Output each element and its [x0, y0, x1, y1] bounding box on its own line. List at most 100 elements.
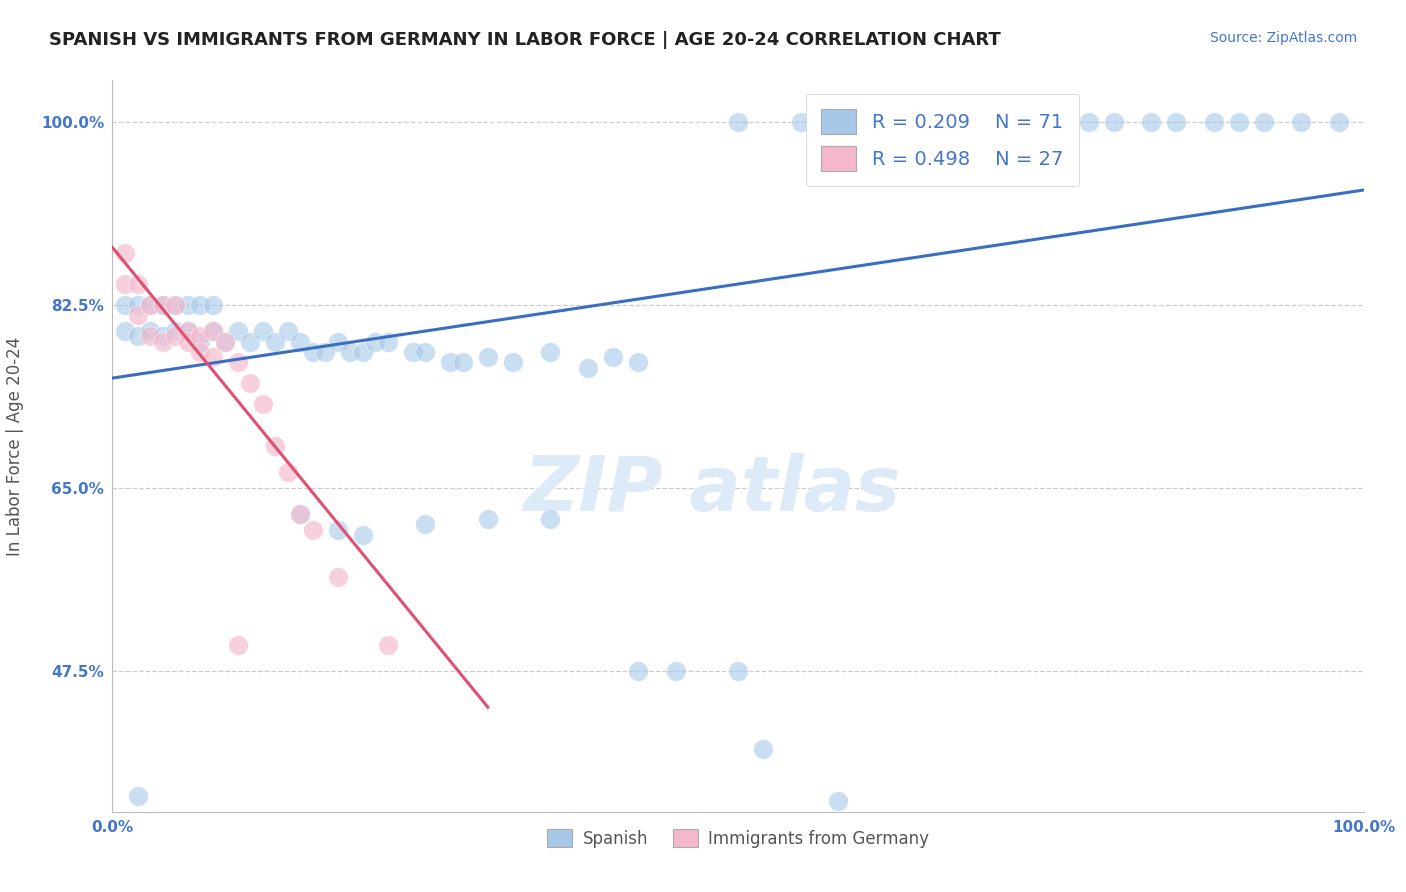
Point: [352, 345, 374, 359]
Point: [139, 329, 162, 343]
Point: [627, 355, 650, 369]
Point: [1002, 115, 1025, 129]
Point: [727, 115, 749, 129]
Point: [188, 345, 211, 359]
Point: [264, 439, 287, 453]
Point: [1253, 115, 1275, 129]
Point: [176, 334, 198, 349]
Point: [1102, 115, 1125, 129]
Point: [477, 512, 499, 526]
Point: [1077, 115, 1099, 129]
Point: [377, 334, 399, 349]
Point: [127, 789, 149, 803]
Point: [188, 329, 211, 343]
Point: [152, 298, 174, 312]
Point: [188, 334, 211, 349]
Point: [163, 298, 186, 312]
Point: [277, 324, 299, 338]
Point: [538, 345, 561, 359]
Point: [127, 329, 149, 343]
Point: [727, 664, 749, 678]
Point: [413, 517, 436, 532]
Y-axis label: In Labor Force | Age 20-24: In Labor Force | Age 20-24: [6, 336, 24, 556]
Point: [226, 638, 249, 652]
Point: [239, 376, 262, 391]
Point: [502, 355, 524, 369]
Point: [114, 298, 136, 312]
Point: [226, 324, 249, 338]
Point: [252, 397, 274, 411]
Point: [413, 345, 436, 359]
Point: [352, 528, 374, 542]
Point: [915, 115, 938, 129]
Point: [152, 334, 174, 349]
Point: [201, 350, 224, 364]
Point: [301, 523, 323, 537]
Point: [952, 115, 974, 129]
Point: [326, 569, 349, 583]
Point: [226, 355, 249, 369]
Point: [214, 334, 236, 349]
Point: [139, 298, 162, 312]
Point: [364, 334, 387, 349]
Point: [114, 245, 136, 260]
Point: [127, 277, 149, 291]
Legend: Spanish, Immigrants from Germany: Spanish, Immigrants from Germany: [541, 822, 935, 855]
Point: [188, 298, 211, 312]
Point: [790, 115, 813, 129]
Point: [163, 298, 186, 312]
Point: [314, 345, 336, 359]
Point: [1039, 115, 1063, 129]
Point: [827, 794, 849, 808]
Point: [326, 523, 349, 537]
Point: [290, 334, 312, 349]
Point: [977, 115, 1000, 129]
Point: [239, 334, 262, 349]
Point: [439, 355, 461, 369]
Point: [576, 360, 599, 375]
Text: SPANISH VS IMMIGRANTS FROM GERMANY IN LABOR FORCE | AGE 20-24 CORRELATION CHART: SPANISH VS IMMIGRANTS FROM GERMANY IN LA…: [49, 31, 1001, 49]
Point: [163, 324, 186, 338]
Point: [1291, 115, 1313, 129]
Point: [139, 298, 162, 312]
Point: [752, 742, 775, 756]
Text: ZIP atlas: ZIP atlas: [524, 453, 901, 527]
Point: [377, 638, 399, 652]
Point: [852, 115, 875, 129]
Point: [326, 334, 349, 349]
Point: [477, 350, 499, 364]
Point: [277, 465, 299, 479]
Point: [451, 355, 474, 369]
Point: [176, 324, 198, 338]
Point: [1327, 115, 1350, 129]
Text: Source: ZipAtlas.com: Source: ZipAtlas.com: [1209, 31, 1357, 45]
Point: [201, 324, 224, 338]
Point: [214, 334, 236, 349]
Point: [1202, 115, 1225, 129]
Point: [252, 324, 274, 338]
Point: [538, 512, 561, 526]
Point: [890, 115, 912, 129]
Point: [139, 324, 162, 338]
Point: [114, 277, 136, 291]
Point: [152, 298, 174, 312]
Point: [664, 664, 686, 678]
Point: [290, 507, 312, 521]
Point: [301, 345, 323, 359]
Point: [152, 329, 174, 343]
Point: [602, 350, 624, 364]
Point: [339, 345, 361, 359]
Point: [264, 334, 287, 349]
Point: [127, 309, 149, 323]
Point: [290, 507, 312, 521]
Point: [163, 329, 186, 343]
Point: [114, 324, 136, 338]
Point: [1227, 115, 1250, 129]
Point: [1140, 115, 1163, 129]
Point: [627, 664, 650, 678]
Point: [176, 324, 198, 338]
Point: [201, 298, 224, 312]
Point: [201, 324, 224, 338]
Point: [402, 345, 425, 359]
Point: [1164, 115, 1187, 129]
